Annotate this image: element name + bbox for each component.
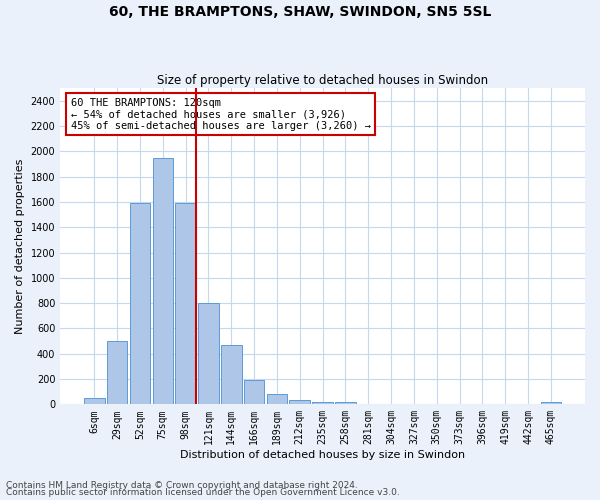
Bar — [84, 398, 104, 404]
Bar — [289, 400, 310, 404]
Bar — [335, 402, 356, 404]
Bar — [244, 380, 265, 404]
Bar — [175, 204, 196, 404]
Y-axis label: Number of detached properties: Number of detached properties — [15, 158, 25, 334]
Bar — [541, 402, 561, 404]
Title: Size of property relative to detached houses in Swindon: Size of property relative to detached ho… — [157, 74, 488, 87]
Bar — [266, 394, 287, 404]
Text: Contains HM Land Registry data © Crown copyright and database right 2024.: Contains HM Land Registry data © Crown c… — [6, 480, 358, 490]
Bar — [198, 303, 219, 404]
X-axis label: Distribution of detached houses by size in Swindon: Distribution of detached houses by size … — [180, 450, 465, 460]
Bar — [107, 341, 127, 404]
Text: Contains public sector information licensed under the Open Government Licence v3: Contains public sector information licen… — [6, 488, 400, 497]
Bar — [313, 402, 333, 404]
Bar — [152, 158, 173, 404]
Bar — [130, 204, 150, 404]
Text: 60, THE BRAMPTONS, SHAW, SWINDON, SN5 5SL: 60, THE BRAMPTONS, SHAW, SWINDON, SN5 5S… — [109, 5, 491, 19]
Text: 60 THE BRAMPTONS: 120sqm
← 54% of detached houses are smaller (3,926)
45% of sem: 60 THE BRAMPTONS: 120sqm ← 54% of detach… — [71, 98, 371, 131]
Bar — [221, 345, 242, 405]
